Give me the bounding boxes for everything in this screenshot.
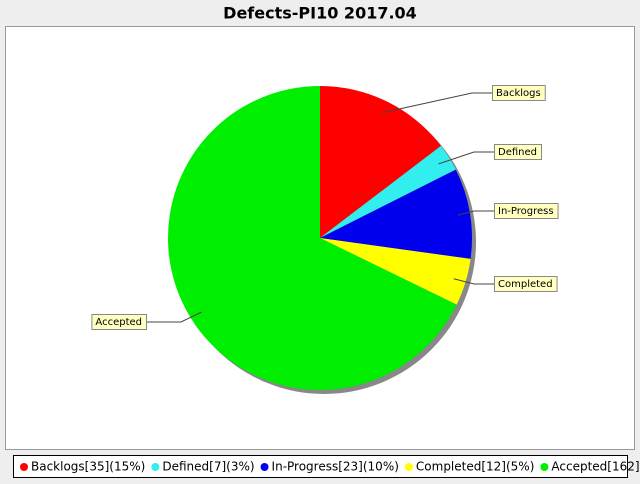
slice-label: Defined: [498, 147, 537, 158]
label-leader: [146, 311, 202, 323]
label-leader: [381, 92, 492, 114]
label-box: [494, 276, 558, 292]
legend-label: Defined[7](3%): [162, 460, 254, 474]
pie-slice: [320, 86, 441, 238]
legend-swatch: [540, 463, 549, 471]
legend-label: Accepted[162](68%): [551, 460, 640, 474]
legend-swatch: [260, 463, 269, 471]
label-leader: [438, 151, 494, 165]
chart-title: Defects-PI10 2017.04: [223, 4, 417, 23]
pie-slice: [320, 145, 456, 238]
legend-box: [13, 455, 628, 478]
slice-label: In-Progress: [498, 206, 554, 217]
legend-swatch: [404, 463, 413, 471]
slice-label: Completed: [498, 279, 553, 290]
pie-slice: [168, 86, 457, 390]
label-leader: [457, 210, 494, 216]
slice-label: Backlogs: [496, 88, 541, 99]
pie-slice: [320, 238, 471, 305]
label-box: [91, 314, 147, 330]
slice-label: Accepted: [95, 317, 142, 328]
legend-label: In-Progress[23](10%): [272, 460, 399, 474]
legend-label: Completed[12](5%): [416, 460, 534, 474]
label-box: [492, 85, 546, 101]
legend-swatch: [151, 463, 160, 471]
label-box: [494, 144, 542, 160]
legend-label: Backlogs[35](15%): [31, 460, 145, 474]
label-box: [494, 203, 559, 219]
pie-slice: [320, 169, 472, 259]
legend-swatch: [20, 463, 28, 471]
label-leader: [453, 278, 494, 285]
